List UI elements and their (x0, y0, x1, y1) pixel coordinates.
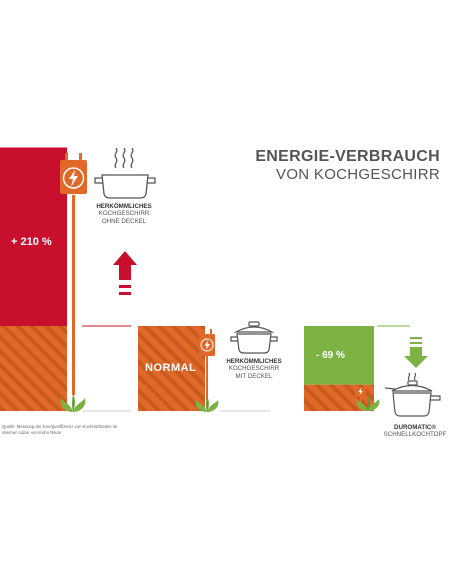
steam-icon (114, 147, 134, 169)
bar3-category-label: DUROMATIC® SCHNELLKOCHTOPF (380, 424, 450, 439)
lightning-icon (69, 170, 78, 187)
arrow-up-icon (113, 251, 137, 295)
bar1-label-line3: OHNE DECKEL (101, 217, 147, 225)
bar2-label-line2: KOCHGESCHIRR (228, 365, 280, 373)
bar1-label-line2: KOCHGESCHIRR (98, 210, 150, 218)
bar1-value-label: + 210 % (11, 236, 52, 248)
pot-icon (230, 321, 278, 354)
bar3-label-line2: SCHNELLKOCHTOPF (383, 431, 447, 439)
leaf-icon (195, 396, 219, 412)
bar1-category-label: HERKÖMMLICHES KOCHGESCHIRR OHNE DECKEL (92, 203, 156, 225)
bar-1-excess (0, 147, 67, 326)
chart-title: ENERGIE-VERBRAUCH (255, 148, 440, 165)
bar-1-normal (0, 326, 67, 411)
plug-icon (355, 387, 366, 402)
chart-subtitle: VON KOCHGESCHIRR (276, 166, 440, 183)
bar1-label-bold: HERKÖMMLICHES (96, 203, 152, 210)
plug-icon (60, 153, 87, 395)
bar2-label-bold: HERKÖMMLICHES (226, 358, 282, 365)
bar2-value-label: NORMAL (145, 362, 197, 374)
lightning-icon (204, 340, 210, 350)
bar2-label-line3: MIT DECKEL (235, 372, 273, 380)
lightning-icon (358, 388, 363, 395)
bar3-label-bold: DUROMATIC® (394, 424, 436, 431)
pressure-cooker-icon (384, 372, 441, 417)
pot-icon (94, 174, 156, 199)
arrow-down-icon (404, 337, 428, 368)
plug-icon (199, 329, 215, 400)
bar-3-saved (304, 326, 374, 385)
source-note: Quelle: Messung der Energieeffizienz von… (2, 424, 118, 435)
leaf-icon (356, 395, 380, 411)
bar2-category-label: HERKÖMMLICHES KOCHGESCHIRR MIT DECKEL (222, 358, 286, 380)
bar3-value-label: - 69 % (316, 350, 345, 361)
bar-2-normal (138, 326, 205, 411)
leaf-icon (60, 394, 86, 412)
